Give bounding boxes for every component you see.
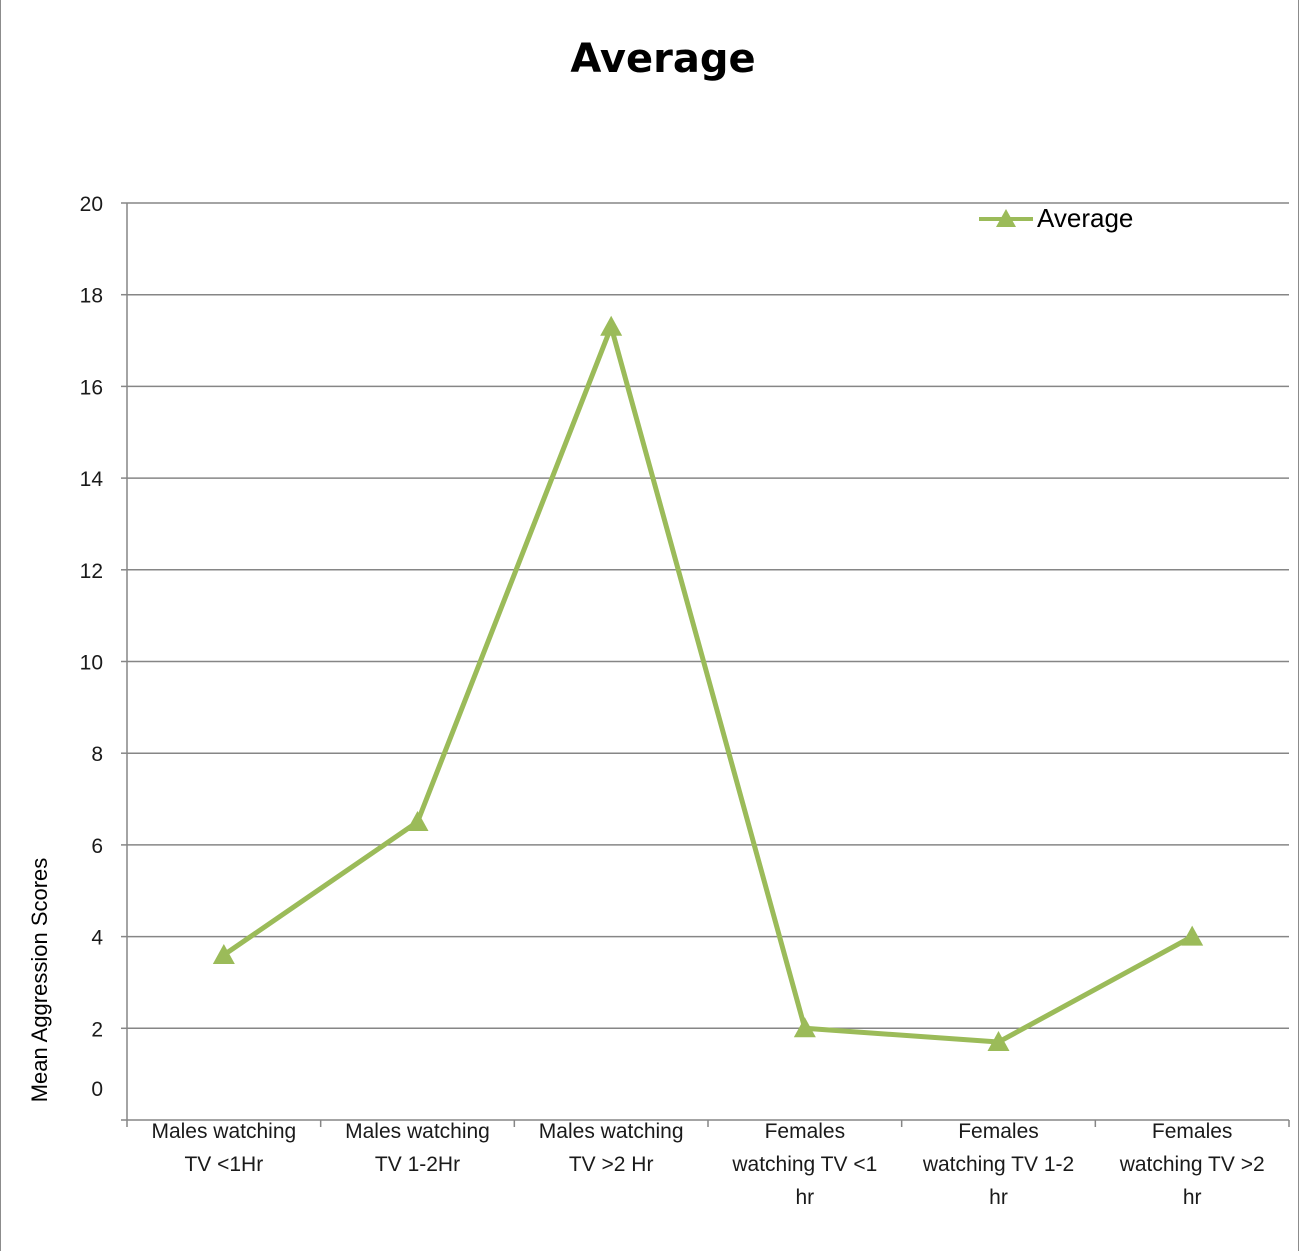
data-point-marker <box>406 810 429 831</box>
data-point-marker <box>212 943 235 964</box>
axes <box>121 202 1290 1127</box>
y-tick-label: 14 <box>80 468 104 491</box>
data-point-marker <box>600 315 623 336</box>
legend: Average <box>979 203 1133 233</box>
x-category-label: Males watching TV 1-2Hr <box>345 1120 490 1176</box>
y-tick-label: 6 <box>91 835 103 858</box>
y-tick-label: 20 <box>80 193 103 216</box>
y-tick-label: 16 <box>80 376 103 399</box>
y-tick-label: 0 <box>91 1078 103 1101</box>
x-category-labels: Males watching TV <1Hr Males watching TV 1-… <box>151 1120 1264 1209</box>
x-category-label: Males watching TV >2 Hr <box>539 1120 684 1176</box>
data-point-marker <box>793 1017 816 1038</box>
legend-label: Average <box>1037 203 1133 233</box>
y-tick-label: 2 <box>91 1018 103 1041</box>
x-category-label: Females watching TV >2 hr <box>1119 1120 1265 1209</box>
data-point-marker <box>1181 925 1204 946</box>
series-layer <box>212 315 1204 1052</box>
x-category-label: Females watching TV 1-2 hr <box>922 1120 1074 1209</box>
y-tick-label: 18 <box>80 285 103 308</box>
series-line <box>222 324 1194 1045</box>
gridlines <box>127 202 1289 1030</box>
y-tick-label: 12 <box>80 560 103 583</box>
y-tick-labels: 0 2 4 6 8 10 12 14 16 18 20 <box>80 193 104 1101</box>
y-axis-label: Mean Aggression Scores <box>27 858 52 1103</box>
y-tick-label: 10 <box>80 652 103 675</box>
y-tick-label: 8 <box>91 743 103 766</box>
legend-triangle-icon <box>996 209 1016 227</box>
data-point-marker <box>987 1031 1010 1052</box>
x-category-label: Males watching TV <1Hr <box>151 1120 296 1176</box>
x-category-label: Females watching TV <1 hr <box>731 1120 877 1209</box>
chart-title: Average <box>570 36 755 82</box>
y-tick-label: 4 <box>91 927 103 950</box>
